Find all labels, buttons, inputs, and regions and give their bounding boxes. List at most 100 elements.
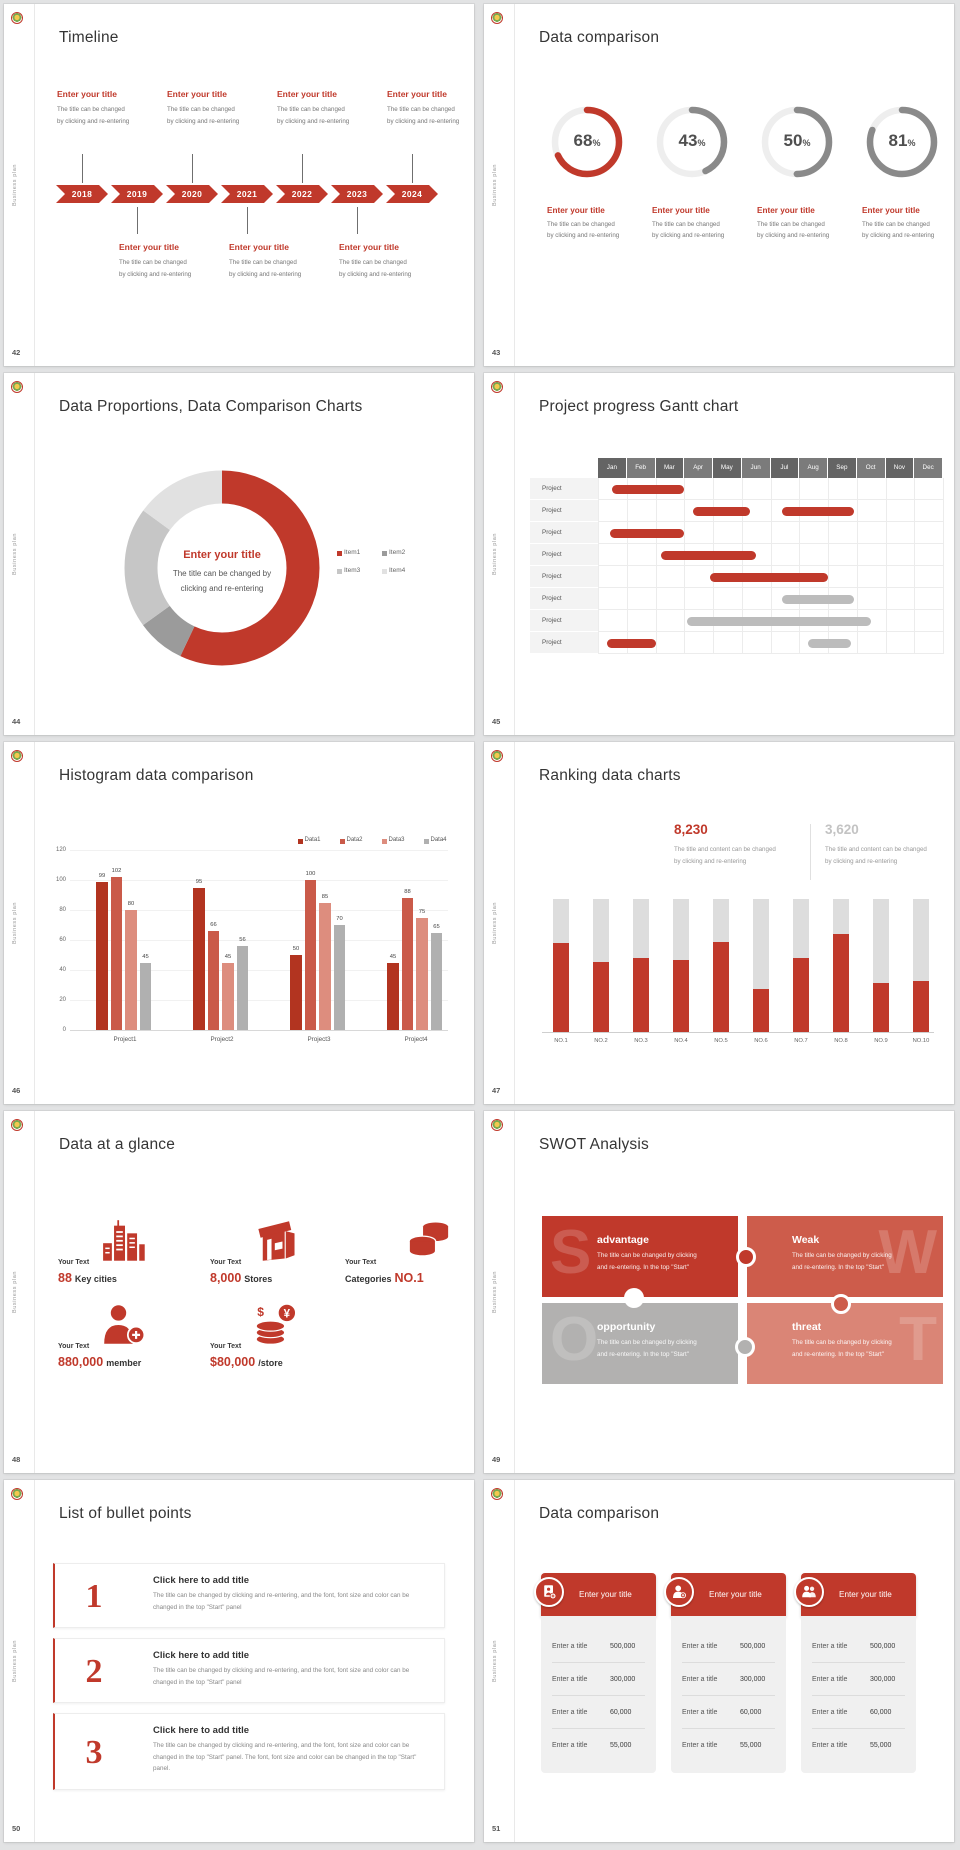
bar <box>222 962 234 1030</box>
brand-logo-icon <box>491 12 503 24</box>
slide-title: Data at a glance <box>59 1136 176 1153</box>
bar-value-label: 70 <box>336 916 343 922</box>
bar-value-label: 85 <box>321 893 329 900</box>
bar <box>207 931 219 1030</box>
bar <box>793 957 809 1032</box>
slide-48-data-at-a-glance[interactable]: Business plan 48 Data at a glance Your T… <box>4 1111 474 1473</box>
grid-line <box>70 1000 448 1001</box>
swot-quadrant-title: threat <box>792 1321 822 1333</box>
stat-value: 3,620 <box>825 822 859 837</box>
donut-center-title: Enter your title <box>183 549 261 561</box>
swot-quadrant-Weak: W Weak The title can be changed by clickin… <box>747 1216 943 1297</box>
stat-value-line: $80,000/store <box>210 1353 283 1371</box>
bar <box>673 960 689 1032</box>
ranking-bar-chart: 8,230 The title and content can be change… <box>484 742 954 1104</box>
donut-center-line: The title can be changed by <box>172 569 272 578</box>
slide-42-timeline[interactable]: Business plan 42 Timeline 2018 2019 2020 20… <box>4 4 474 366</box>
timeline-callout: Enter your title The title can be changed… <box>275 89 381 141</box>
slide-44-donut-chart[interactable]: Business plan 44 Data Proportions, Data … <box>4 373 474 735</box>
bullet-body: The title can be changed by clicking and… <box>153 1667 410 1686</box>
percent-sign: % <box>907 138 916 148</box>
page-number: 42 <box>12 348 21 357</box>
row-value: 55,000 <box>870 1742 892 1749</box>
swot-watermark-letter: T <box>899 1305 937 1374</box>
bar-value-label: 100 <box>305 871 316 877</box>
row-value: 500,000 <box>740 1643 766 1650</box>
bar <box>593 961 609 1032</box>
y-tick-label: 120 <box>55 846 66 853</box>
svg-text:$: $ <box>257 1305 264 1319</box>
bar <box>290 955 302 1030</box>
slide-51-table-cards[interactable]: Business plan 51 Data comparison Enter y… <box>484 1480 954 1842</box>
row-label: Enter a title <box>682 1709 718 1716</box>
timeline-callout-title: Enter your title <box>387 89 447 99</box>
legend-swatch <box>382 551 387 556</box>
gantt-month-header: Jan <box>598 458 627 478</box>
bullet-number: 2 <box>85 1653 103 1690</box>
row-label: Enter a title <box>682 1742 718 1749</box>
slide-45-gantt[interactable]: Business plan 45 Project progress Gantt … <box>484 373 954 735</box>
bullet-body: The title can be changed by clicking and… <box>153 1742 417 1772</box>
ring-caption-line: The title can be changed <box>757 221 825 228</box>
grid-line <box>70 850 448 851</box>
bar-value-label: 80 <box>127 901 135 907</box>
gantt-month-header: Apr <box>684 458 713 478</box>
slide-43-data-comparison[interactable]: Business plan 43 Data comparison 68% Ente… <box>484 4 954 366</box>
bar <box>236 946 248 1030</box>
ring-caption-line: The title can be changed <box>862 221 930 228</box>
bar <box>139 962 151 1030</box>
id-card-plus-icon <box>534 1577 564 1607</box>
timeline-connector <box>302 154 303 183</box>
stat-unit: member <box>106 1358 142 1368</box>
swot-quadrant-title: advantage <box>597 1234 649 1246</box>
bar <box>304 880 316 1030</box>
table-row: Enter a title 300,000 <box>812 1663 905 1696</box>
bar <box>110 877 122 1030</box>
timeline-connector <box>357 207 358 234</box>
timeline-callout-line: The title can be changed <box>277 106 345 113</box>
row-value: 55,000 <box>740 1742 762 1749</box>
page-number: 47 <box>492 1086 501 1095</box>
x-category-label: Project1 <box>113 1036 137 1043</box>
bar <box>833 933 849 1032</box>
money-coins-icon: $ ¥ <box>254 1303 300 1347</box>
bullet-item: 1 Click here to add title The title can be… <box>53 1563 445 1628</box>
grid-line <box>70 970 448 971</box>
gantt-chart: Jan Feb Mar Apr May Jun Jul Aug Sep Oct Nov Dec Proj… <box>484 373 954 735</box>
legend-label: Item1 <box>344 549 361 556</box>
gantt-bar <box>807 638 851 648</box>
timeline-connector <box>82 154 83 183</box>
timeline-callout: Enter your title The title can be changed… <box>337 242 443 294</box>
slide-47-ranking[interactable]: Business plan 47 Ranking data charts 8,2… <box>484 742 954 1104</box>
bar-value-label: 65 <box>433 923 440 930</box>
timeline-year-marker: 2023 <box>331 185 383 203</box>
gantt-grid-line <box>655 478 657 654</box>
grouped-bar-chart: 0 20 40 60 80 100 120 Data1 Data2 Data3 Data4 99 102… <box>4 742 474 1104</box>
gantt-grid-line <box>943 478 944 654</box>
slide-50-bullet-list[interactable]: Business plan 50 List of bullet points 1… <box>4 1480 474 1842</box>
swot-quadrant-line: and re-entering. In the top "Start" <box>792 1351 884 1358</box>
slide-title: Project progress Gantt chart <box>539 398 739 415</box>
sidebar-divider <box>34 4 35 366</box>
gantt-grid-line <box>741 478 743 654</box>
legend-label: Item4 <box>389 567 406 574</box>
stat-value-line: 8,000 Stores <box>210 1269 272 1287</box>
brand-logo-icon <box>491 1119 503 1131</box>
bullet-body: The title can be changed by clicking and… <box>153 1592 410 1611</box>
row-label: Enter a title <box>682 1643 718 1650</box>
card-body: Enter a title 500,000 Enter a title 300,000… <box>541 1616 656 1773</box>
timeline-callout-title: Enter your title <box>167 89 227 99</box>
x-category-label: NO.1 <box>554 1038 568 1044</box>
percent-ring <box>650 100 734 184</box>
slide-46-histogram[interactable]: Business plan 46 Histogram data comparis… <box>4 742 474 1104</box>
person-add-icon <box>664 1577 694 1607</box>
timeline-callout-line: The title can be changed <box>339 259 407 266</box>
gantt-bar <box>612 484 685 494</box>
bar <box>319 902 331 1030</box>
bar <box>633 957 649 1032</box>
bullet-title: Click here to add title <box>153 1575 250 1586</box>
sidebar-divider <box>34 742 35 1104</box>
stat-unit: Key cities <box>74 1274 117 1284</box>
